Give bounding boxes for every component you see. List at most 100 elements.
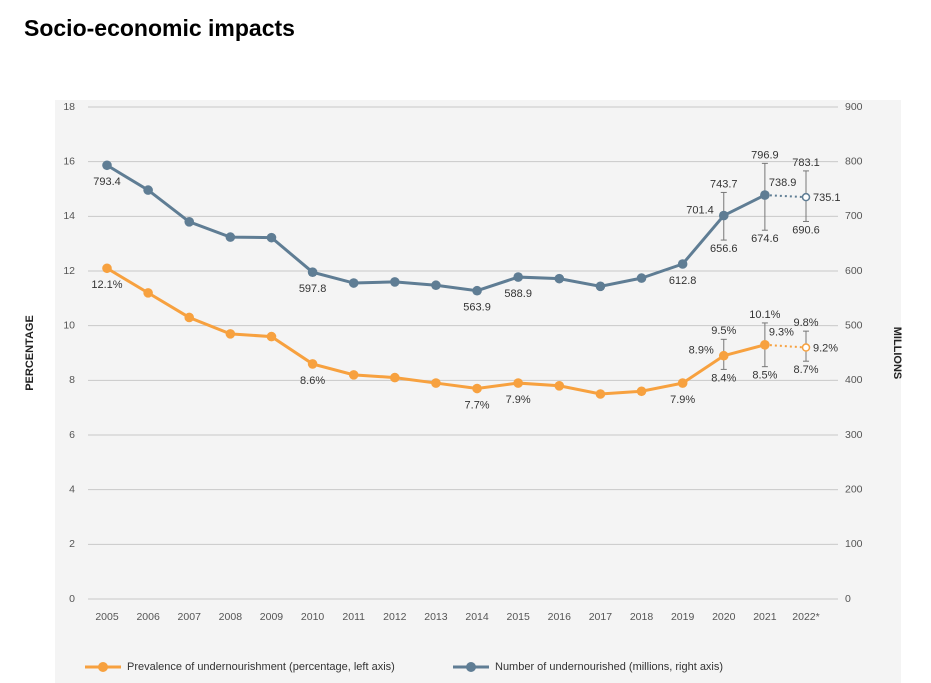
data-point — [677, 378, 688, 388]
data-point — [472, 383, 482, 394]
y-tick-label: 18 — [63, 101, 75, 113]
data-label: 12.1% — [91, 279, 122, 291]
y-axis-title: PERCENTAGE — [24, 315, 36, 391]
error-low-label: 8.7% — [793, 364, 818, 376]
y-tick-label: 2 — [69, 538, 75, 550]
x-tick-label: 2005 — [95, 611, 119, 623]
data-point — [143, 185, 153, 195]
data-point — [348, 370, 359, 380]
data-label: 612.8 — [669, 275, 697, 287]
y2-axis-title: MILLIONS — [891, 327, 903, 380]
y-tick-label: 12 — [63, 265, 75, 277]
error-high-label: 743.7 — [710, 178, 738, 190]
data-point — [390, 372, 400, 383]
legend-label: Prevalence of undernourishment (percenta… — [127, 661, 395, 673]
data-point — [184, 312, 195, 323]
error-high-label: 783.1 — [792, 157, 820, 169]
legend-label: Number of undernourished (millions, righ… — [495, 661, 723, 673]
data-point — [595, 281, 606, 292]
y-tick-label: 0 — [69, 593, 75, 605]
error-low-label: 674.6 — [751, 233, 779, 245]
data-label: 735.1 — [813, 192, 841, 204]
projected-line — [764, 343, 807, 349]
data-label: 597.8 — [299, 283, 327, 295]
error-low-label: 690.6 — [792, 224, 820, 236]
x-tick-label: 2010 — [301, 611, 325, 623]
data-point — [513, 378, 523, 388]
y2-tick-label: 300 — [845, 429, 863, 441]
data-point — [390, 277, 400, 287]
x-tick-label: 2018 — [630, 611, 654, 623]
error-low-label: 8.5% — [752, 370, 777, 382]
data-point — [307, 267, 318, 278]
y-tick-label: 8 — [69, 374, 75, 386]
data-label: 7.9% — [670, 394, 695, 406]
y2-tick-label: 500 — [845, 319, 863, 331]
data-point — [266, 331, 277, 342]
data-point — [801, 343, 811, 352]
data-point — [102, 160, 112, 171]
data-point — [184, 217, 195, 227]
chart-title: Socio-economic impacts — [24, 15, 295, 41]
data-point — [718, 210, 729, 221]
data-point — [760, 190, 770, 200]
data-label: 738.9 — [769, 177, 797, 189]
y2-tick-label: 700 — [845, 210, 863, 222]
data-label: 7.9% — [506, 394, 531, 406]
x-tick-label: 2014 — [465, 611, 489, 623]
x-tick-label: 2009 — [260, 611, 284, 623]
x-tick-label: 2007 — [178, 611, 202, 623]
y2-tick-label: 100 — [845, 538, 863, 550]
data-point — [513, 272, 523, 282]
x-tick-label: 2015 — [506, 611, 530, 623]
error-low-label: 656.6 — [710, 243, 738, 255]
data-point — [718, 350, 729, 361]
legend-swatch-dot — [98, 662, 108, 672]
y2-tick-label: 900 — [845, 101, 863, 113]
data-point — [143, 288, 153, 298]
x-tick-label: 2012 — [383, 611, 407, 623]
y2-tick-label: 600 — [845, 265, 863, 277]
error-high-label: 10.1% — [749, 309, 780, 321]
data-point — [307, 359, 318, 369]
x-tick-label: 2013 — [424, 611, 448, 623]
data-point — [431, 378, 441, 388]
data-point — [760, 340, 770, 350]
x-tick-label: 2011 — [342, 611, 365, 623]
data-point — [225, 232, 236, 242]
y-tick-label: 14 — [63, 210, 75, 222]
data-point — [348, 278, 359, 288]
y-tick-label: 6 — [69, 429, 75, 441]
x-tick-label: 2016 — [548, 611, 572, 623]
x-tick-label: 2021 — [753, 611, 777, 623]
y-tick-label: 16 — [63, 155, 75, 167]
x-tick-label: 2008 — [219, 611, 243, 623]
y2-tick-label: 200 — [845, 483, 863, 495]
data-label: 9.3% — [769, 327, 794, 339]
y2-tick-label: 800 — [845, 155, 863, 167]
error-low-label: 8.4% — [711, 372, 736, 384]
error-high-label: 9.8% — [793, 317, 818, 329]
data-point — [431, 280, 441, 291]
data-point — [102, 263, 112, 274]
x-tick-label: 2020 — [712, 611, 736, 623]
projected-line — [764, 194, 807, 199]
data-point — [636, 273, 647, 283]
data-point — [225, 329, 236, 339]
y2-tick-label: 400 — [845, 374, 863, 386]
data-point — [554, 273, 565, 284]
y2-tick-label: 0 — [845, 593, 851, 605]
legend-swatch-dot — [466, 662, 476, 672]
x-tick-label: 2019 — [671, 611, 695, 623]
data-label: 701.4 — [686, 204, 714, 216]
data-label: 588.9 — [504, 288, 532, 300]
data-point — [636, 386, 647, 397]
data-point — [472, 285, 482, 296]
data-label: 793.4 — [93, 176, 121, 188]
error-high-label: 9.5% — [711, 325, 736, 337]
x-tick-label: 2017 — [589, 611, 613, 623]
y-tick-label: 10 — [63, 319, 75, 331]
y-tick-label: 4 — [69, 483, 75, 495]
data-label: 563.9 — [463, 302, 491, 314]
